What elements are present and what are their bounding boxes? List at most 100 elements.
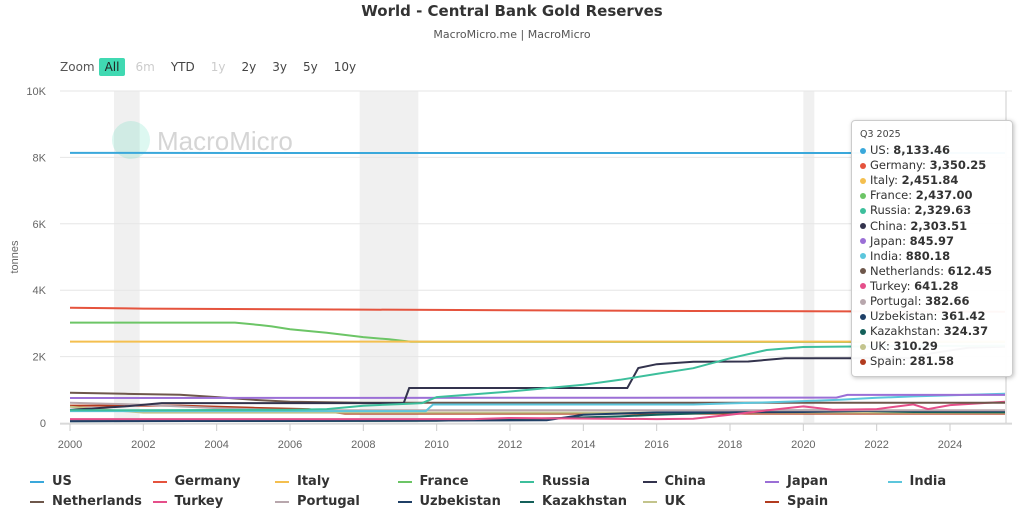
series-line-russia xyxy=(69,344,1006,412)
watermark-logo xyxy=(112,121,150,159)
legend-item-uzbekistan[interactable]: Uzbekistan xyxy=(397,494,521,509)
legend-line-icon xyxy=(397,480,412,483)
zoom-button-5y[interactable]: 5y xyxy=(302,60,318,74)
legend-label: Portugal xyxy=(297,494,360,509)
zoom-button-6m: 6m xyxy=(135,60,155,74)
tooltip-row: Portugal: 382.66 xyxy=(860,294,1004,309)
tooltip-series-value: 641.28 xyxy=(914,278,959,293)
x-tick-label: 2024 xyxy=(938,439,962,451)
series-dot-icon xyxy=(860,177,866,184)
series-dot-icon xyxy=(860,313,866,320)
y-tick-label: 0 xyxy=(40,418,46,430)
tooltip-row: India: 880.18 xyxy=(860,249,1004,264)
y-tick-label: 2K xyxy=(33,352,47,364)
tooltip-series-name: Uzbekistan xyxy=(870,309,934,324)
zoom-button-all[interactable]: All xyxy=(98,58,126,76)
tooltip-row: Russia: 2,329.63 xyxy=(860,203,1004,218)
y-axis-label: tonnes xyxy=(9,240,21,274)
legend-label: France xyxy=(419,474,469,489)
legend-item-portugal[interactable]: Portugal xyxy=(275,494,398,509)
legend-label: Japan xyxy=(787,474,828,489)
legend-label: US xyxy=(52,474,72,489)
legend-item-us[interactable]: US xyxy=(30,474,153,489)
x-tick-label: 2022 xyxy=(864,439,888,451)
recession-band xyxy=(359,91,419,423)
series-dot-icon xyxy=(860,283,866,290)
legend-label: India xyxy=(909,474,947,489)
tooltip-series-value: 382.66 xyxy=(925,294,970,309)
legend-item-kazakhstan[interactable]: Kazakhstan xyxy=(520,494,643,509)
legend-label: Uzbekistan xyxy=(419,494,501,509)
range-selector: Zoom All 6m YTD 1y 2y 3y 5y 10y xyxy=(60,58,366,76)
legend-item-germany[interactable]: Germany xyxy=(152,474,276,489)
y-tick-label: 8K xyxy=(33,152,47,164)
legend-line-icon xyxy=(152,500,167,503)
legend-item-uk[interactable]: UK xyxy=(642,494,766,509)
legend-item-italy[interactable]: Italy xyxy=(275,474,398,489)
x-tick-label: 2010 xyxy=(424,439,448,451)
tooltip-series-value: 845.97 xyxy=(909,233,954,248)
series-dot-icon xyxy=(860,328,866,335)
tooltip-series-name: UK xyxy=(870,339,886,354)
tooltip-series-name: Spain xyxy=(870,354,903,369)
series-line-japan xyxy=(69,393,1005,399)
tooltip-series-name: China xyxy=(870,218,903,233)
legend-line-icon xyxy=(275,500,289,503)
series-dot-icon xyxy=(860,147,866,154)
tooltip-series-name: Turkey xyxy=(870,278,907,293)
legend-item-turkey[interactable]: Turkey xyxy=(152,494,276,509)
legend-label: Kazakhstan xyxy=(542,494,628,509)
tooltip-row: Italy: 2,451.84 xyxy=(860,173,1004,188)
tooltip-series-name: Germany xyxy=(870,158,923,173)
y-tick-label: 6K xyxy=(33,219,47,231)
series-dot-icon xyxy=(860,238,866,245)
tooltip-series-name: Russia xyxy=(870,203,907,218)
legend-line-icon xyxy=(30,480,44,483)
legend-item-france[interactable]: France xyxy=(397,474,521,489)
x-tick-label: 2000 xyxy=(58,439,82,451)
legend-item-japan[interactable]: Japan xyxy=(765,474,888,489)
tooltip-series-name: India xyxy=(870,248,899,263)
tooltip-row: China: 2,303.51 xyxy=(860,219,1004,234)
zoom-button-ytd[interactable]: YTD xyxy=(170,60,195,74)
legend-item-spain[interactable]: Spain xyxy=(765,494,888,509)
tooltip-series-value: 880.18 xyxy=(905,248,951,263)
line-chart: 0 2K 4K 6K 8K 10K tonnes MacroMicro 2000 2002 2004… xyxy=(9,86,1012,451)
legend-line-icon xyxy=(887,480,902,483)
watermark-text: MacroMicro xyxy=(157,126,293,156)
zoom-button-1y: 1y xyxy=(210,60,226,74)
series-dot-icon xyxy=(860,207,866,214)
x-tick-label: 2018 xyxy=(718,439,742,451)
tooltip-series-name: Kazakhstan xyxy=(870,324,937,339)
zoom-button-3y[interactable]: 3y xyxy=(272,60,287,74)
tooltip-series-name: US xyxy=(870,143,886,158)
legend-item-netherlands[interactable]: Netherlands xyxy=(30,494,153,509)
x-tick-label: 2004 xyxy=(204,439,228,451)
legend-label: Italy xyxy=(297,474,330,489)
legend-item-india[interactable]: India xyxy=(887,474,1011,489)
legend-line-icon xyxy=(275,480,289,483)
tooltip-series-name: Netherlands xyxy=(870,263,941,278)
legend-label: Germany xyxy=(174,474,241,489)
tooltip-series-value: 612.45 xyxy=(947,263,993,278)
series-dot-icon xyxy=(860,343,866,350)
tooltip-row: Spain: 281.58 xyxy=(860,354,1004,369)
tooltip-series-value: 2,437.00 xyxy=(915,188,973,203)
tooltip: Q3 2025 US: 8,133.46 Germany: 3,350.25 Ita… xyxy=(851,120,1013,377)
tooltip-row: Turkey: 641.28 xyxy=(860,279,1004,294)
legend: US Germany Italy France Russia China Japan Indi… xyxy=(30,474,1010,509)
chart-title: World - Central Bank Gold Reserves xyxy=(361,2,663,20)
legend-item-russia[interactable]: Russia xyxy=(520,474,643,489)
series-dot-icon xyxy=(860,223,866,230)
legend-item-china[interactable]: China xyxy=(642,474,766,489)
series-dot-icon xyxy=(860,253,866,260)
zoom-button-10y[interactable]: 10y xyxy=(333,60,357,74)
tooltip-series-value: 3,350.25 xyxy=(929,158,987,173)
series-dot-icon xyxy=(860,268,866,275)
legend-line-icon xyxy=(152,480,167,483)
tooltip-series-name: France xyxy=(870,188,909,203)
zoom-button-2y[interactable]: 2y xyxy=(241,60,257,74)
legend-label: Netherlands xyxy=(52,494,142,509)
x-tick-label: 2002 xyxy=(131,439,155,451)
x-tick-label: 2012 xyxy=(498,439,522,451)
